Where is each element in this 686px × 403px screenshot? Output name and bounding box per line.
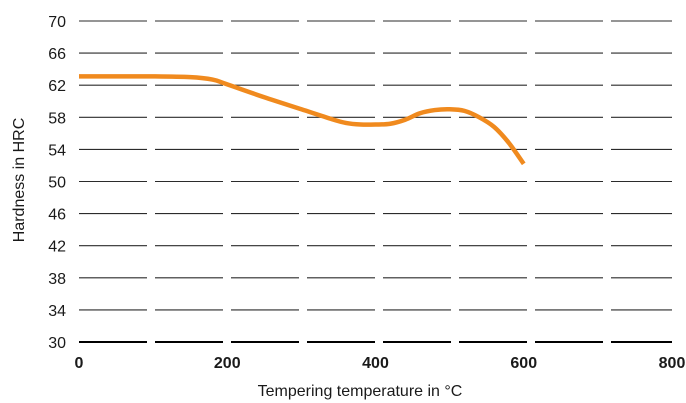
series-layer: [78, 74, 526, 166]
x-tick-800: 800: [659, 355, 686, 372]
y-tick-30: 30: [48, 335, 66, 352]
y-tick-34: 34: [48, 303, 66, 320]
y-tick-50: 50: [48, 175, 66, 192]
series-line-hardness: [78, 74, 526, 166]
grid-lines: [79, 20, 672, 343]
y-tick-62: 62: [48, 78, 66, 95]
x-tick-400: 400: [362, 355, 389, 372]
x-tick-0: 0: [75, 355, 84, 372]
y-tick-58: 58: [48, 110, 66, 127]
x-tick-200: 200: [214, 355, 241, 372]
y-tick-70: 70: [48, 14, 66, 31]
y-tick-42: 42: [48, 239, 66, 256]
y-tick-54: 54: [48, 142, 66, 159]
x-axis-label: Tempering temperature in °C: [258, 383, 463, 400]
y-tick-66: 66: [48, 46, 66, 63]
x-tick-labels: 0 200 400 600 800: [75, 355, 686, 372]
x-tick-600: 600: [510, 355, 537, 372]
y-tick-38: 38: [48, 271, 66, 288]
y-axis-label: Hardness in HRC: [11, 118, 28, 242]
y-tick-labels: 30 34 38 42 46 50 54 58 62 66 70: [48, 14, 66, 352]
y-tick-46: 46: [48, 207, 66, 224]
